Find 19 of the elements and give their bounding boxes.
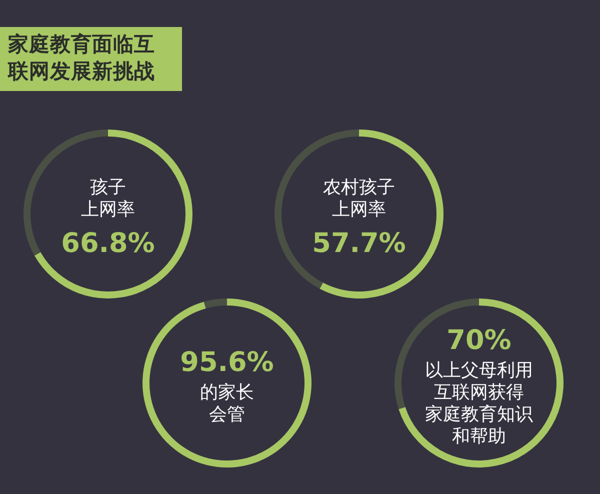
- text: 家庭教育知识: [425, 404, 533, 425]
- text: 和帮助: [452, 426, 506, 447]
- donut-slice: [398, 298, 564, 468]
- data-label: 95.6%: [180, 347, 274, 378]
- text: 家庭教育面临互联网发展新挑战: [6, 31, 156, 85]
- data-label: 66.8%: [61, 228, 155, 259]
- data-label: 57.7%: [312, 228, 406, 259]
- donut-slice: [34, 130, 192, 298]
- text: 互联网获得: [434, 382, 524, 403]
- text: 的家长: [200, 382, 254, 403]
- text: 孩子: [90, 177, 126, 198]
- text: 以上父母利用: [425, 360, 533, 381]
- text: 上网率: [81, 199, 135, 220]
- text: 农村孩子: [323, 177, 395, 198]
- text: 会管: [209, 404, 245, 425]
- data-label: 70%: [446, 325, 512, 356]
- text: 上网率: [332, 199, 386, 220]
- donut-slice: [204, 298, 227, 308]
- donut-slice: [142, 298, 312, 468]
